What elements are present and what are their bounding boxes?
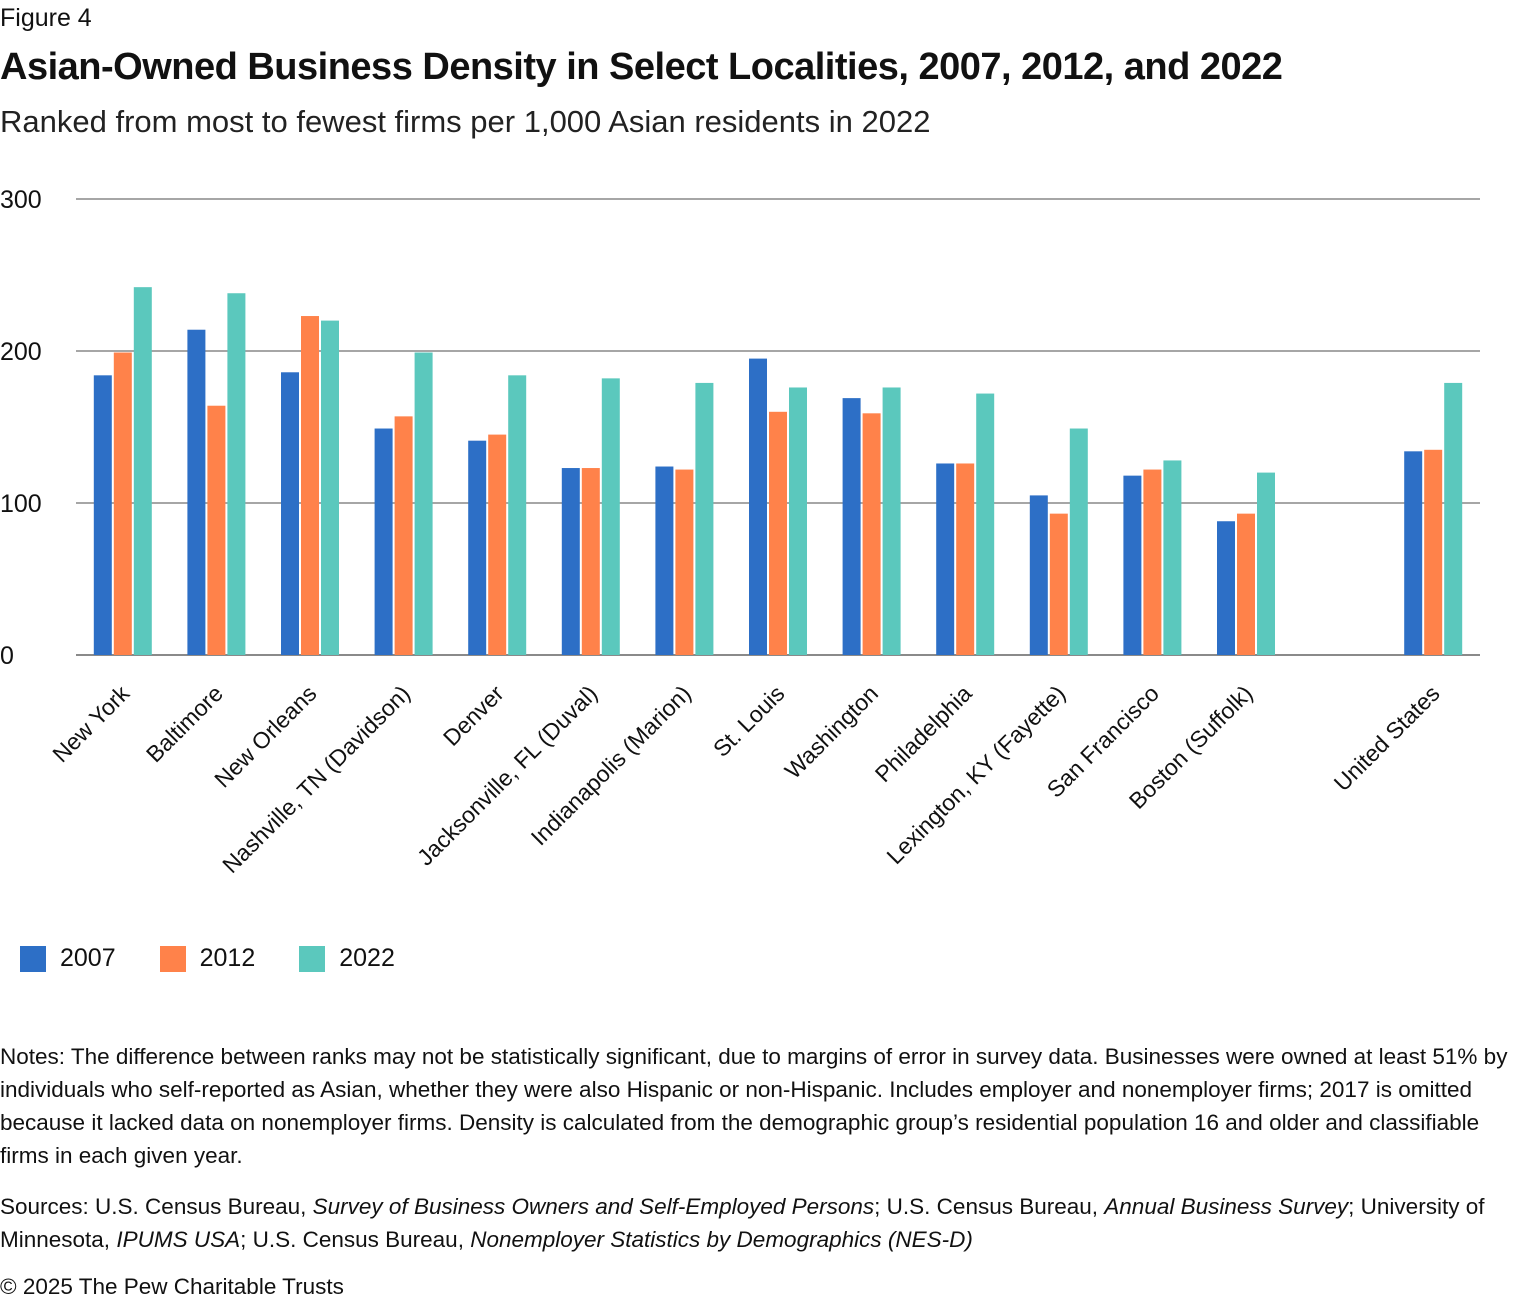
legend-label: 2007 xyxy=(60,944,116,972)
legend-label: 2022 xyxy=(339,944,395,972)
source-title: Annual Business Survey xyxy=(1104,1194,1349,1219)
bar-2022-st-louis xyxy=(789,387,807,655)
bar-2007-new-york xyxy=(93,375,112,655)
x-tick-label: Denver xyxy=(438,680,509,751)
x-tick-label: St. Louis xyxy=(708,680,790,762)
y-tick-label: 300 xyxy=(0,186,42,214)
bar-2007-new-orleans xyxy=(281,372,299,655)
figure-label: Figure 4 xyxy=(0,4,92,32)
legend-swatch xyxy=(299,945,326,972)
bar-2022-indianapolis-marion- xyxy=(695,382,714,655)
bar-2012-baltimore xyxy=(207,405,226,655)
bar-2007-united-states xyxy=(1404,451,1423,655)
source-title: Survey of Business Owners and Self-Emplo… xyxy=(312,1194,875,1219)
y-tick-label: 100 xyxy=(0,490,42,518)
x-tick-label: Washington xyxy=(779,680,883,784)
bar-2012-st-louis xyxy=(769,411,787,655)
x-tick-label: Indianapolis (Marion) xyxy=(526,680,696,850)
x-tick-label: Jacksonville, FL (Duval) xyxy=(412,680,602,870)
bar-2007-nashville-tn-davidson- xyxy=(374,428,393,655)
x-tick-label: Lexington, KY (Fayette) xyxy=(881,680,1070,869)
y-tick-label: 200 xyxy=(0,338,42,366)
chart-title: Asian-Owned Business Density in Select L… xyxy=(0,46,1283,88)
bar-2012-washington xyxy=(862,413,881,655)
bar-2007-san-francisco xyxy=(1123,475,1142,655)
bar-2012-united-states xyxy=(1424,449,1443,655)
bar-2022-jacksonville-fl-duval- xyxy=(601,378,620,655)
legend-swatch xyxy=(159,945,186,972)
legend: 2007 2012 2022 xyxy=(20,944,395,973)
x-tick-label: United States xyxy=(1329,680,1445,796)
bar-2012-indianapolis-marion- xyxy=(675,469,694,655)
legend-item-2012: 2012 xyxy=(159,944,256,973)
sources-text: ; U.S. Census Bureau, xyxy=(874,1194,1105,1219)
bar-2007-baltimore xyxy=(187,329,206,655)
bar-2007-philadelphia xyxy=(936,463,955,655)
sources-text: Sources: U.S. Census Bureau, xyxy=(0,1194,313,1219)
copyright: © 2025 The Pew Charitable Trusts xyxy=(0,1274,344,1299)
bar-2012-denver xyxy=(488,434,507,655)
bar-2007-lexington-ky-fayette- xyxy=(1029,495,1048,655)
bar-2012-philadelphia xyxy=(956,463,975,655)
bar-2022-new-orleans xyxy=(321,320,339,655)
bar-2007-denver xyxy=(468,440,487,655)
bar-2022-united-states xyxy=(1444,382,1463,655)
bar-2007-jacksonville-fl-duval- xyxy=(561,468,580,655)
bar-2022-nashville-tn-davidson- xyxy=(414,352,433,655)
notes: Notes: The difference between ranks may … xyxy=(0,1044,1508,1168)
source-title: IPUMS USA xyxy=(116,1227,241,1252)
x-tick-label: Baltimore xyxy=(141,680,228,767)
y-tick-label: 0 xyxy=(0,642,14,670)
source-title: Nonemployer Statistics by Demographics (… xyxy=(470,1227,973,1252)
sources-text: ; University of Minnesota, xyxy=(0,1194,1485,1252)
bar-2022-philadelphia xyxy=(976,393,995,655)
bar-2012-lexington-ky-fayette- xyxy=(1049,513,1068,655)
bar-2012-jacksonville-fl-duval- xyxy=(581,468,600,655)
bar-2007-washington xyxy=(842,398,861,655)
bar-2012-new-orleans xyxy=(301,316,319,655)
bar-2007-boston-suffolk- xyxy=(1217,521,1235,655)
bar-2022-baltimore xyxy=(227,293,246,655)
bar-2012-san-francisco xyxy=(1143,469,1162,655)
bar-2012-boston-suffolk- xyxy=(1237,513,1255,655)
legend-label: 2012 xyxy=(199,944,256,972)
bar-2022-lexington-ky-fayette- xyxy=(1069,428,1088,655)
legend-item-2022: 2022 xyxy=(299,944,395,973)
bar-2012-new-york xyxy=(113,352,132,655)
legend-swatch xyxy=(20,945,46,972)
chart-subtitle: Ranked from most to fewest firms per 1,0… xyxy=(0,104,931,139)
bar-2022-denver xyxy=(508,375,527,655)
bar-2007-st-louis xyxy=(749,358,767,655)
x-tick-label: Nashville, TN (Davidson) xyxy=(217,680,415,878)
bar-2022-new-york xyxy=(133,287,152,655)
bar-2012-nashville-tn-davidson- xyxy=(394,416,413,655)
bar-2022-washington xyxy=(882,387,901,655)
bar-2007-indianapolis-marion- xyxy=(655,466,674,655)
bar-2022-boston-suffolk- xyxy=(1257,472,1275,655)
x-tick-label: New York xyxy=(47,680,134,767)
legend-item-2007: 2007 xyxy=(20,944,116,973)
bar-2022-san-francisco xyxy=(1163,460,1182,655)
sources: Sources: U.S. Census Bureau, Survey of B… xyxy=(0,1190,1515,1256)
sources-text: ; U.S. Census Bureau, xyxy=(240,1227,471,1252)
